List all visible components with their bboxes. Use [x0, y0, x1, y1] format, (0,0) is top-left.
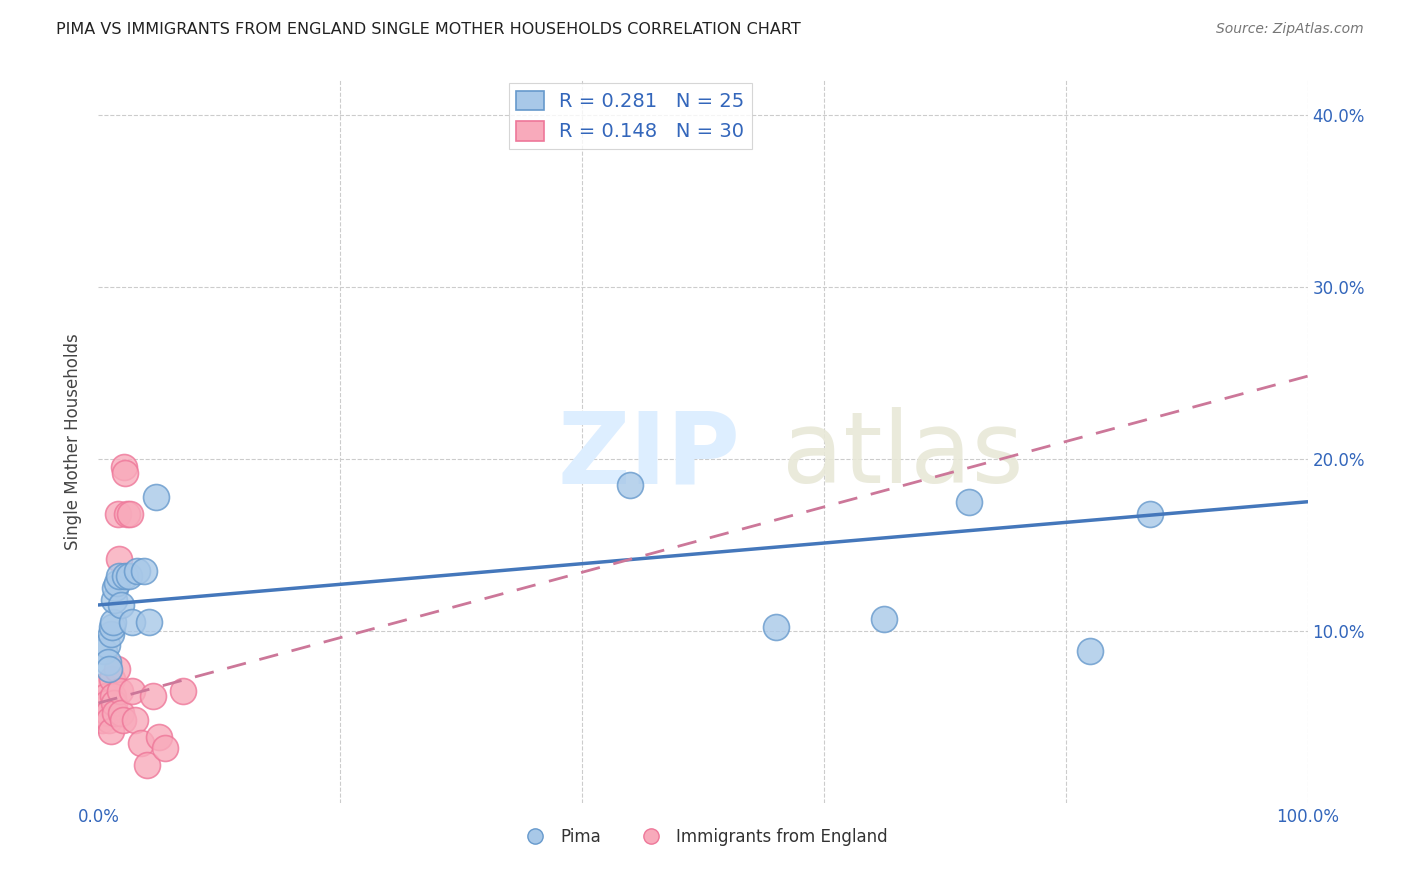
Point: [619, 477, 641, 491]
Point: [100, 627, 122, 641]
Point: [97, 706, 120, 721]
Point: [121, 615, 143, 630]
Point: [94, 689, 117, 703]
Legend: Pima, Immigrants from England: Pima, Immigrants from England: [512, 821, 894, 852]
Point: [104, 706, 127, 721]
Point: [138, 615, 160, 630]
Point: [111, 713, 134, 727]
Point: [1139, 507, 1161, 521]
Point: [110, 598, 132, 612]
Point: [172, 684, 194, 698]
Point: [121, 684, 143, 698]
Point: [153, 740, 176, 755]
Point: [114, 568, 136, 582]
Point: [97, 655, 120, 669]
Point: [103, 592, 125, 607]
Point: [100, 723, 122, 738]
Point: [96, 696, 118, 710]
Point: [105, 662, 128, 676]
Text: atlas: atlas: [782, 408, 1024, 505]
Point: [112, 460, 135, 475]
Point: [127, 564, 149, 578]
Point: [91, 713, 114, 727]
Point: [96, 638, 118, 652]
Point: [105, 575, 128, 590]
Point: [91, 696, 114, 710]
Y-axis label: Single Mother Households: Single Mother Households: [65, 334, 83, 549]
Point: [118, 507, 141, 521]
Point: [100, 620, 122, 634]
Point: [93, 644, 115, 658]
Point: [145, 490, 167, 504]
Text: Source: ZipAtlas.com: Source: ZipAtlas.com: [1216, 22, 1364, 37]
Point: [124, 713, 146, 727]
Point: [957, 494, 980, 508]
Point: [93, 679, 115, 693]
Text: ZIP: ZIP: [558, 408, 741, 505]
Point: [114, 466, 136, 480]
Point: [98, 662, 121, 676]
Point: [100, 672, 122, 686]
Point: [1078, 644, 1101, 658]
Point: [108, 551, 131, 566]
Point: [98, 713, 121, 727]
Point: [135, 758, 157, 772]
Point: [101, 615, 124, 630]
Point: [117, 507, 139, 521]
Point: [104, 581, 127, 595]
Point: [129, 735, 152, 749]
Point: [107, 507, 129, 521]
Point: [118, 568, 141, 582]
Text: PIMA VS IMMIGRANTS FROM ENGLAND SINGLE MOTHER HOUSEHOLDS CORRELATION CHART: PIMA VS IMMIGRANTS FROM ENGLAND SINGLE M…: [56, 22, 801, 37]
Point: [108, 568, 131, 582]
Point: [101, 689, 124, 703]
Point: [142, 689, 165, 703]
Point: [110, 706, 132, 721]
Point: [134, 564, 156, 578]
Point: [148, 731, 170, 745]
Point: [873, 612, 896, 626]
Point: [108, 684, 131, 698]
Point: [103, 696, 125, 710]
Point: [765, 620, 787, 634]
